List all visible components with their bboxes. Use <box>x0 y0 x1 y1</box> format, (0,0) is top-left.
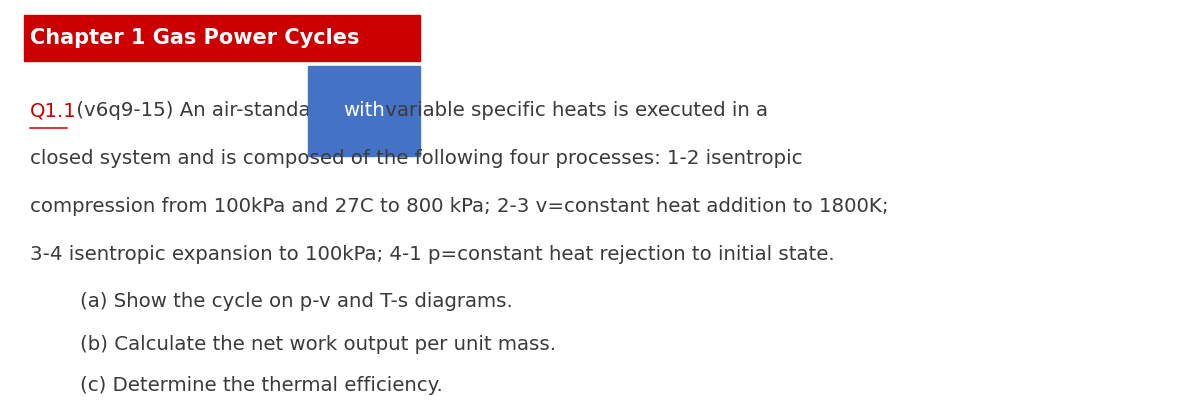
Text: (a) Show the cycle on p-v and T-s diagrams.: (a) Show the cycle on p-v and T-s diagra… <box>30 292 512 311</box>
Text: (b) Calculate the net work output per unit mass.: (b) Calculate the net work output per un… <box>30 335 556 354</box>
Text: 3-4 isentropic expansion to 100kPa; 4-1 p=constant heat rejection to initial sta: 3-4 isentropic expansion to 100kPa; 4-1 … <box>30 245 835 265</box>
Text: variable specific heats is executed in a: variable specific heats is executed in a <box>379 101 768 120</box>
Text: compression from 100kPa and 27C to 800 kPa; 2-3 v=constant heat addition to 1800: compression from 100kPa and 27C to 800 k… <box>30 197 888 217</box>
Text: Q1.1: Q1.1 <box>30 101 77 120</box>
Text: (c) Determine the thermal efficiency.: (c) Determine the thermal efficiency. <box>30 376 443 395</box>
Text: with: with <box>343 101 385 120</box>
Text: closed system and is composed of the following four processes: 1-2 isentropic: closed system and is composed of the fol… <box>30 149 803 168</box>
FancyBboxPatch shape <box>24 15 420 61</box>
Text: (v6q9-15) An air-standard cycle: (v6q9-15) An air-standard cycle <box>70 101 394 120</box>
Text: Chapter 1 Gas Power Cycles: Chapter 1 Gas Power Cycles <box>30 28 360 48</box>
